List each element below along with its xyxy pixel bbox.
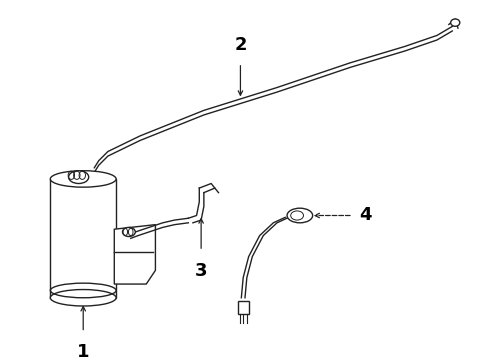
Bar — [238, 301, 248, 314]
Ellipse shape — [50, 289, 116, 306]
Polygon shape — [114, 225, 155, 284]
Text: 1: 1 — [77, 343, 90, 360]
Ellipse shape — [50, 171, 116, 187]
Ellipse shape — [122, 228, 135, 237]
Ellipse shape — [451, 19, 460, 26]
Ellipse shape — [69, 171, 89, 184]
Text: 3: 3 — [195, 262, 207, 280]
Text: 4: 4 — [359, 207, 372, 225]
Bar — [50, 179, 116, 298]
Ellipse shape — [287, 208, 313, 223]
Text: 2: 2 — [234, 36, 246, 54]
